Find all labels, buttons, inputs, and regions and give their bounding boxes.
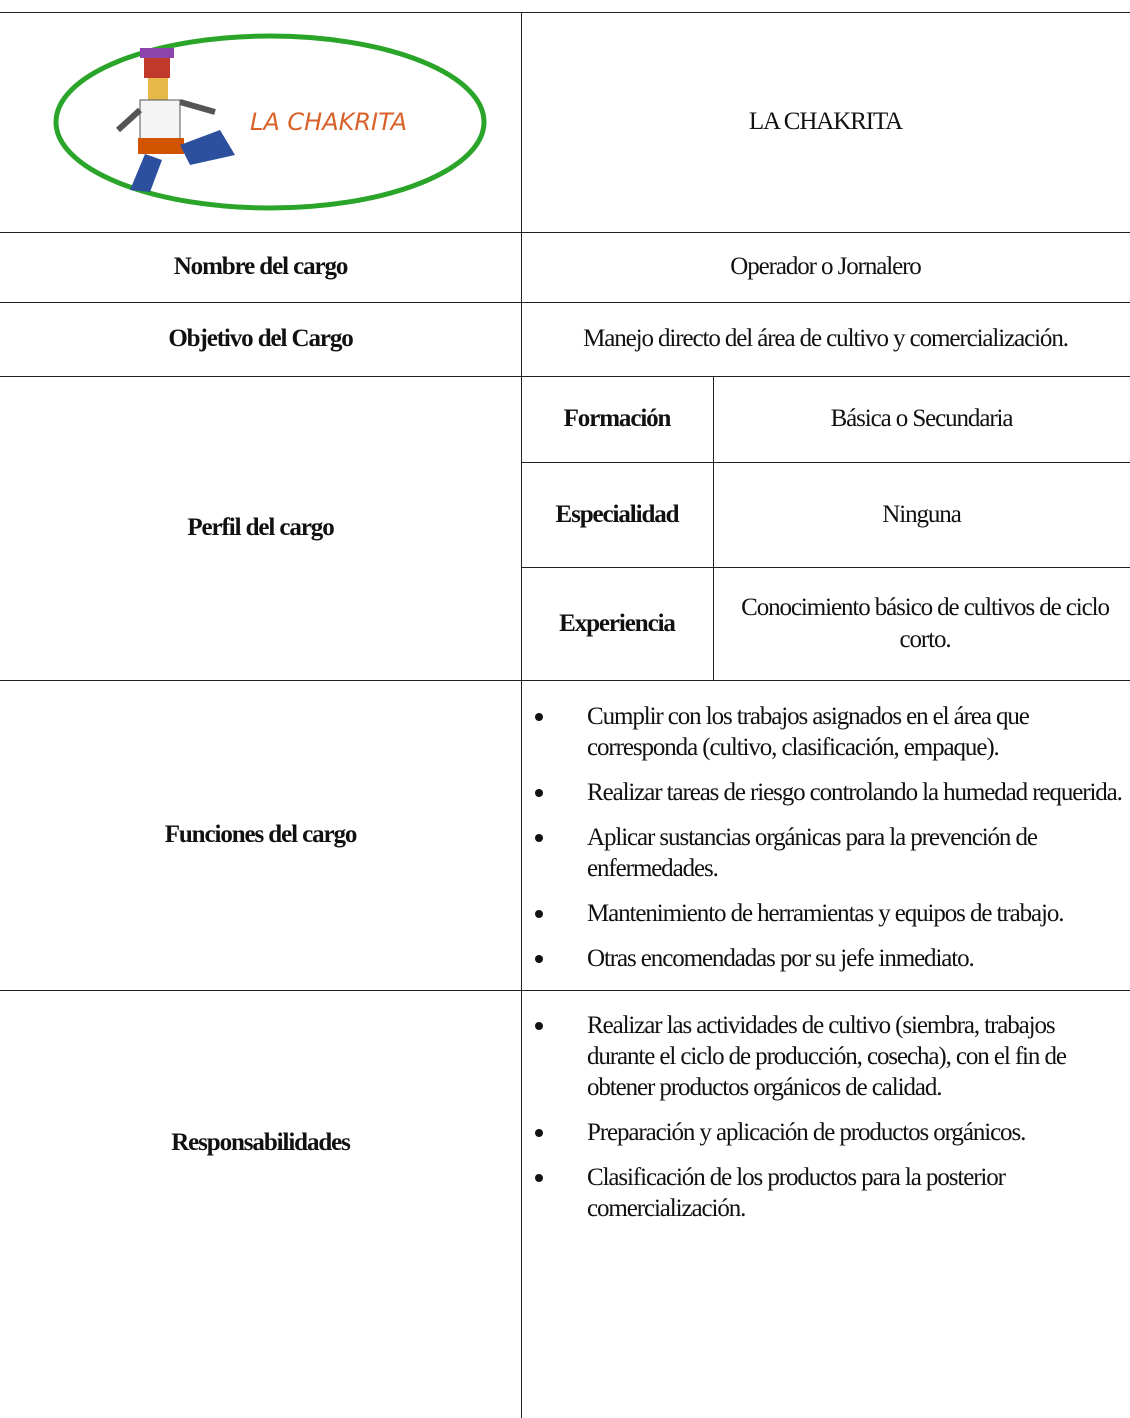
label: Formación — [563, 405, 672, 432]
label: Funciones del cargo — [164, 821, 358, 848]
value: Operador o Jornalero — [730, 253, 922, 280]
bullet-item: Clasificación de los productos para la p… — [524, 1162, 1124, 1224]
rule — [521, 462, 1130, 463]
rule — [0, 232, 1130, 233]
bullet-item: Otras encomendadas por su jefe inmediato… — [524, 943, 1124, 974]
rule — [0, 680, 1130, 681]
rule — [0, 990, 1130, 991]
bullet-item: Mantenimiento de herramientas y equipos … — [524, 898, 1124, 929]
rule — [0, 12, 1130, 13]
label: Nombre del cargo — [173, 253, 349, 280]
bullet-item: Cumplir con los trabajos asignados en el… — [524, 701, 1124, 763]
bullet-item: Aplicar sustancias orgánicas para la pre… — [524, 822, 1124, 884]
rule — [0, 302, 1130, 303]
label: Objetivo del Cargo — [168, 325, 353, 352]
label: Especialidad — [555, 500, 680, 528]
value: Conocimiento básico de cultivos de ciclo… — [741, 593, 1110, 653]
bullet-item: Preparación y aplicación de productos or… — [524, 1117, 1124, 1148]
bullet-item: Realizar las actividades de cultivo (sie… — [524, 1010, 1124, 1103]
rule — [713, 376, 714, 680]
logo: LA CHAKRITA — [53, 33, 487, 211]
bullet-list: Realizar las actividades de cultivo (sie… — [524, 1010, 1124, 1238]
label: Responsabilidades — [171, 1129, 351, 1156]
value: Manejo directo del área de cultivo y com… — [583, 325, 1069, 352]
rule — [521, 12, 522, 1418]
label: Perfil del cargo — [187, 514, 334, 541]
label: Experiencia — [559, 609, 676, 637]
value: Ninguna — [882, 500, 962, 528]
value: Básica o Secundaria — [830, 405, 1014, 432]
rule — [0, 376, 1130, 377]
bullet-item: Realizar tareas de riesgo controlando la… — [524, 777, 1124, 808]
bullet-list: Cumplir con los trabajos asignados en el… — [524, 701, 1124, 988]
header-title: LA CHAKRITA — [748, 108, 903, 135]
rule — [521, 567, 1130, 568]
logo-text: LA CHAKRITA — [250, 108, 407, 136]
